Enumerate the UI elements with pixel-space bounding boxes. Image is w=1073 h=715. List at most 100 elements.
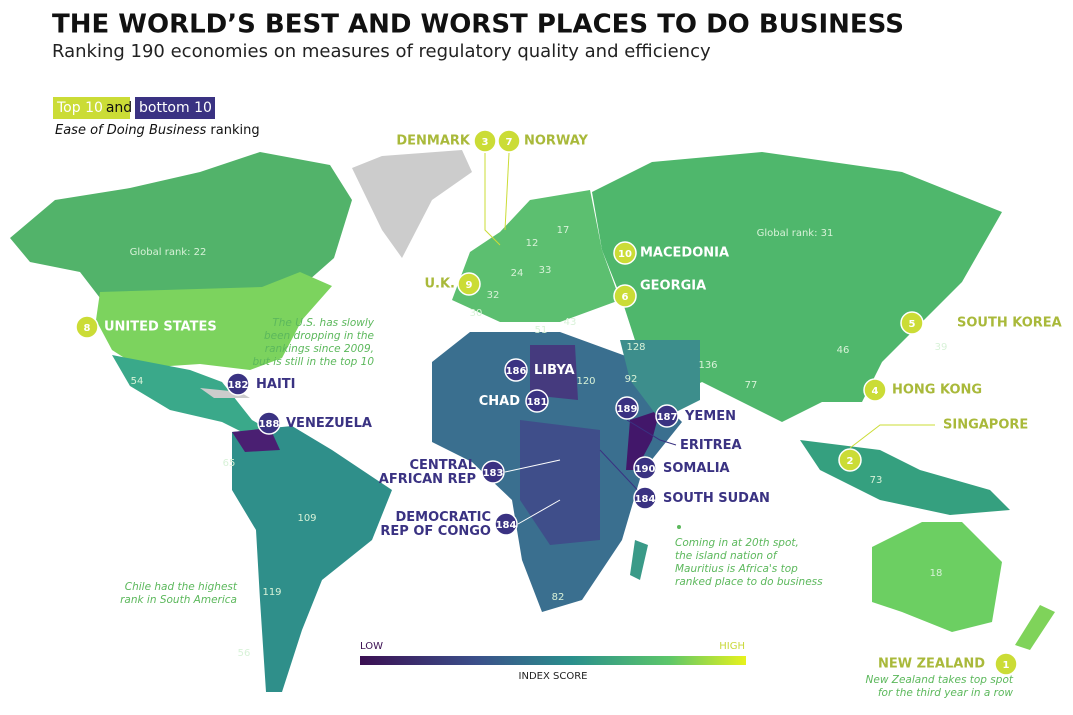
mauritius-dot: [677, 525, 681, 529]
map-rank-label: 17: [557, 225, 570, 236]
map-rank-label: 136: [698, 360, 717, 371]
map-rank-label: 73: [870, 475, 883, 486]
bottom-country-line: REP OF CONGO: [380, 524, 491, 539]
top-rank-marker: [75, 315, 99, 339]
top-rank-marker: [863, 378, 887, 402]
top-country: UNITED STATES: [104, 320, 217, 335]
scale-high: HIGH: [719, 641, 745, 652]
bottom-country-line: DEMOCRATIC: [395, 510, 491, 525]
bottom-country: LIBYA: [534, 363, 575, 378]
greenland: [352, 150, 472, 258]
top-rank-marker: [613, 241, 637, 265]
map-rank-label: 56: [238, 648, 251, 659]
bottom-country-line: ERITREA: [680, 438, 742, 453]
bottom-country-line: CENTRAL: [409, 458, 476, 473]
libya: [530, 345, 578, 400]
top-country: U.K.: [424, 277, 455, 292]
top-rank-marker: [838, 448, 862, 472]
south-america: [232, 426, 392, 692]
top-rank-marker: [457, 272, 481, 296]
leader: [517, 499, 561, 525]
bottom-country: HAITI: [256, 377, 295, 392]
map-rank-label: 18: [930, 568, 943, 579]
bottom-country-line: VENEZUELA: [286, 416, 372, 431]
legend-measure: Ease of Doing Business ranking: [55, 123, 260, 138]
leader: [484, 153, 501, 246]
leader: [504, 459, 561, 473]
legend-bottom-box: [135, 97, 215, 119]
top-country: GEORGIA: [640, 279, 706, 294]
measure: Ease of Doing Business: [55, 123, 206, 138]
australia: [872, 522, 1002, 632]
annotation: The U.S. has slowly been dropping in the r…: [252, 317, 374, 368]
bottom-rank: 184: [496, 520, 517, 531]
map-rank-label: 46: [837, 345, 850, 356]
bottom-rank: 183: [483, 468, 504, 479]
bottom-rank-marker: [257, 411, 281, 435]
measure-suffix: ranking: [210, 123, 259, 138]
annotation-line: The U.S. has slowly: [272, 317, 374, 329]
se-asia: [800, 440, 1010, 515]
bottom-country-line: YEMEN: [684, 409, 736, 424]
scale-low: LOW: [360, 641, 383, 652]
map-rank-label: 51: [535, 325, 548, 336]
annotation-line: for the third year in a row: [878, 687, 1014, 699]
map-rank-label: 82: [552, 592, 565, 603]
bottom-rank: 181: [527, 397, 548, 408]
title: THE WORLD’S BEST AND WORST PLACES TO DO …: [52, 10, 904, 40]
top-rank: 5: [909, 319, 916, 330]
map-rank-label: 65: [223, 458, 236, 469]
map-rank-label: 43: [564, 317, 577, 328]
annotation-line: but is still in the top 10: [252, 356, 374, 368]
bottom-country-line: SOMALIA: [663, 461, 730, 476]
bottom-rank-marker: [504, 358, 528, 382]
map-rank-label: 33: [539, 265, 552, 276]
top-rank: 1: [1003, 660, 1010, 671]
canada: [10, 152, 352, 298]
bottom-rank: 189: [617, 404, 638, 415]
bottom-country-line: LIBYA: [534, 363, 575, 378]
map-rank-label: 119: [262, 587, 281, 598]
top-rank-marker: [994, 652, 1018, 676]
bottom-country: SOUTH SUDAN: [663, 491, 770, 506]
map-rank-label: 120: [576, 376, 595, 387]
top-rank: 4: [872, 386, 879, 397]
legend-bottom: bottom 10: [139, 100, 212, 116]
madagascar: [630, 540, 648, 580]
annotation: Chile had the highest rank in South Ameri…: [120, 581, 238, 606]
legend-top: Top 10: [56, 100, 103, 116]
top-country: MACEDONIA: [640, 246, 729, 261]
bottom-rank: 186: [506, 366, 527, 377]
usa: [96, 272, 332, 370]
middle-east: [620, 340, 700, 420]
map-rank-label: 54: [131, 376, 144, 387]
new-zealand: [1015, 605, 1055, 650]
bottom-country-line: SOUTH SUDAN: [663, 491, 770, 506]
bottom-country-line: CHAD: [479, 394, 520, 409]
bottom-country: VENEZUELA: [286, 416, 372, 431]
leader: [504, 152, 510, 231]
bottom-country-line: HAITI: [256, 377, 295, 392]
top-country: DENMARK: [396, 134, 471, 149]
legend-and: and: [106, 100, 132, 116]
map-rank-label: 30: [470, 308, 483, 319]
annotation-line: been dropping in the: [264, 330, 374, 342]
annotation-line: the island nation of: [675, 550, 779, 562]
bottom-country: SOMALIA: [663, 461, 730, 476]
annotation: New Zealand takes top spot for the third …: [866, 674, 1014, 699]
bottom-rank: 190: [635, 464, 656, 475]
map-rank-label: 77: [745, 380, 758, 391]
bottom-rank-marker: [525, 389, 549, 413]
map-rank-label: 24: [511, 268, 524, 279]
legend-top-box: [53, 97, 130, 119]
bottom-country-line: AFRICAN REP: [379, 472, 476, 487]
top-country: SOUTH KOREA: [957, 316, 1062, 331]
subtitle: Ranking 190 economies on measures of reg…: [52, 41, 711, 62]
map-rank-label: 32: [487, 290, 500, 301]
top-rank-marker: [497, 129, 521, 153]
top-country: NEW ZEALAND: [878, 657, 985, 672]
annotation-line: ranked place to do business: [675, 576, 823, 588]
central-africa: [520, 420, 600, 545]
top-country: SINGAPORE: [943, 418, 1028, 433]
bottom-rank-marker: [655, 404, 679, 428]
